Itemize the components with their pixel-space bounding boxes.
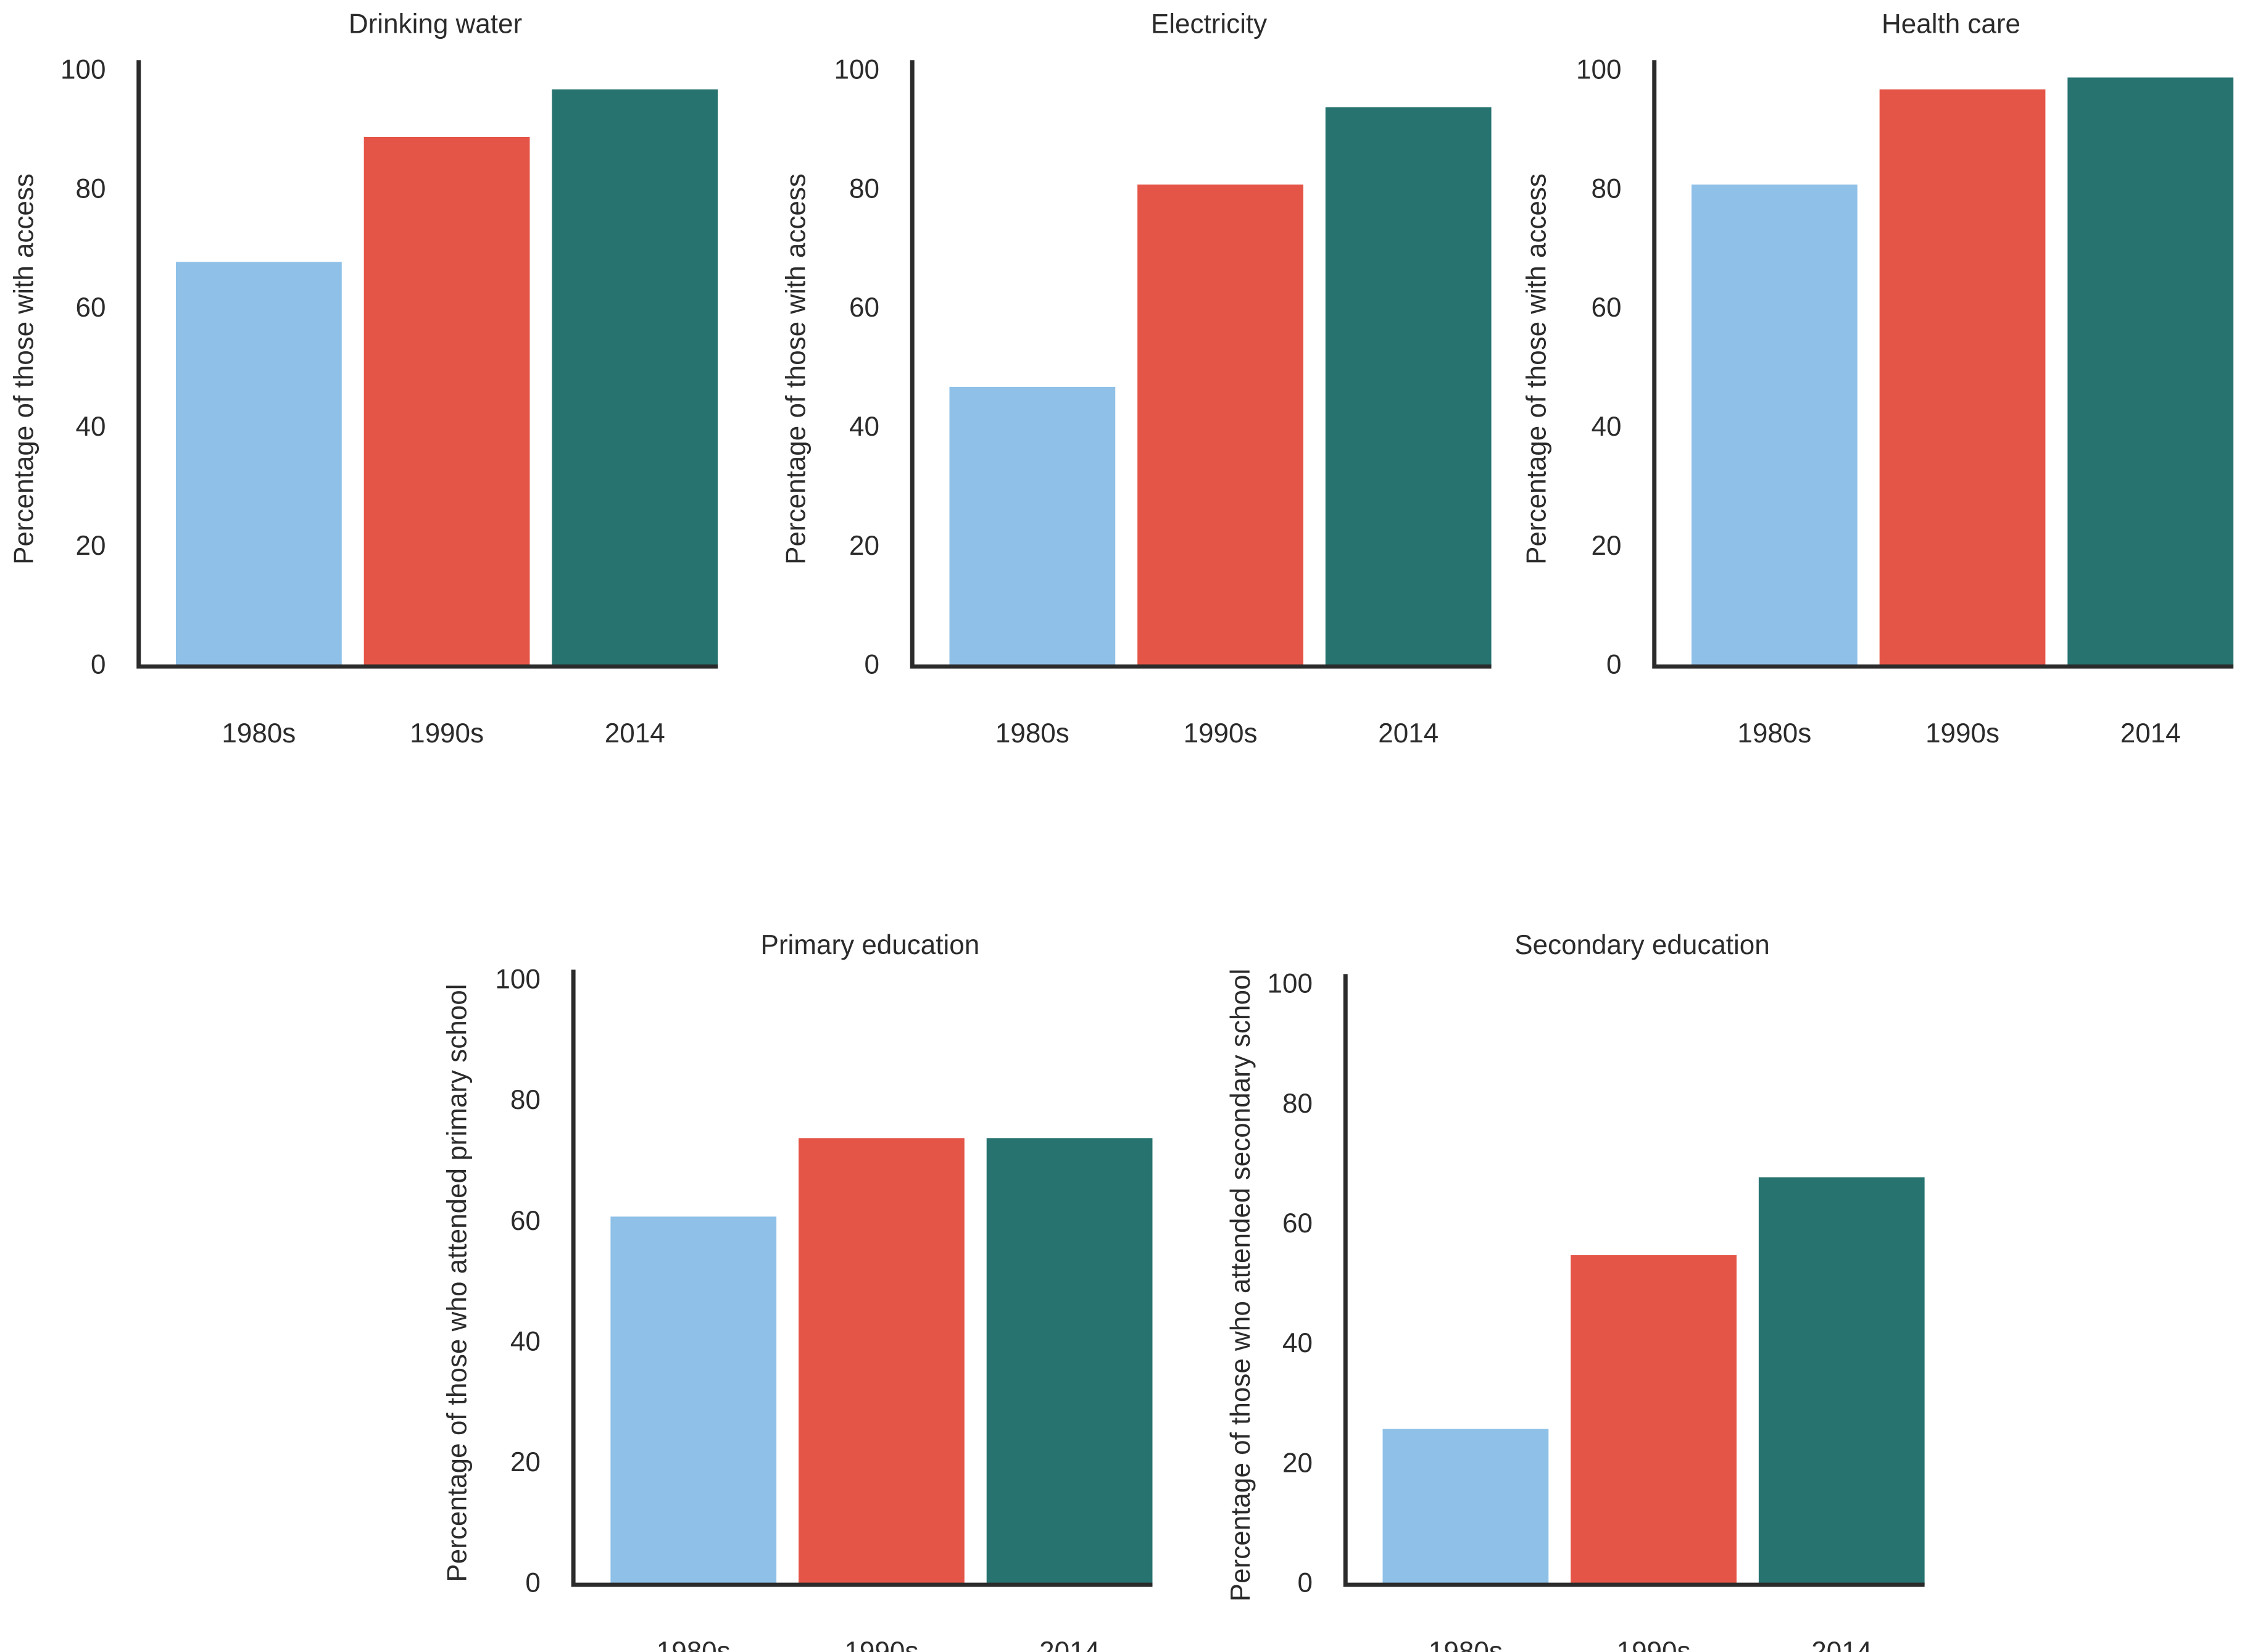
chart-title: Drinking water: [349, 9, 522, 39]
bar: [1382, 1429, 1549, 1585]
y-tick-label: 60: [849, 293, 879, 323]
axis-line: [571, 969, 1153, 1587]
y-tick-label: 0: [1606, 650, 1621, 680]
y-tick-label: 100: [1268, 969, 1313, 999]
y-axis-label: Percentage of those who attended primary…: [442, 984, 472, 1582]
axis-line: [910, 60, 1492, 669]
y-tick-label: 100: [495, 965, 540, 995]
bar: [1137, 185, 1303, 667]
x-tick-label: 1980s: [1737, 718, 1811, 749]
y-tick-label: 40: [1282, 1328, 1313, 1358]
chart-title: Secondary education: [1514, 930, 1769, 960]
y-tick-label: 100: [834, 55, 879, 85]
y-tick-label: 100: [1576, 55, 1621, 85]
y-tick-label: 0: [864, 650, 879, 680]
x-tick-label: 2014: [605, 718, 665, 749]
bar: [1758, 1177, 1925, 1585]
y-tick-label: 20: [1282, 1448, 1313, 1478]
y-axis-label: Percentage of those with access: [1522, 173, 1552, 565]
x-tick-label: 2014: [1378, 718, 1439, 749]
y-tick-label: 0: [1297, 1568, 1312, 1598]
bar: [1691, 185, 1858, 667]
x-tick-label: 1980s: [657, 1637, 731, 1652]
chart-title: Primary education: [761, 930, 980, 960]
y-tick-label: 80: [1282, 1089, 1313, 1119]
y-tick-label: 60: [1591, 293, 1621, 323]
bar: [986, 1138, 1153, 1585]
y-tick-label: 60: [1282, 1208, 1313, 1239]
x-tick-label: 1980s: [222, 718, 296, 749]
chart-title: Health care: [1882, 9, 2020, 39]
x-tick-label: 2014: [1039, 1637, 1100, 1652]
y-tick-label: 80: [849, 173, 879, 204]
bar-chart-panel: Secondary education Percentage of those w…: [1226, 930, 1925, 1652]
x-tick-label: 1990s: [844, 1637, 918, 1652]
y-tick-label: 60: [75, 293, 106, 323]
y-axis-label: Percentage of those with access: [9, 173, 39, 565]
bar: [799, 1138, 965, 1585]
bar: [1571, 1255, 1737, 1585]
bar: [552, 89, 718, 667]
axis-line: [136, 60, 718, 669]
bar: [1325, 107, 1492, 667]
y-tick-label: 20: [510, 1447, 541, 1477]
x-tick-label: 2014: [1811, 1637, 1872, 1652]
y-tick-label: 80: [75, 173, 106, 204]
chart-title: Electricity: [1151, 9, 1267, 39]
bar-chart-panel: Primary education Percentage of those who…: [442, 930, 1153, 1652]
axis-line: [1652, 60, 2234, 669]
x-tick-label: 1980s: [1429, 1637, 1503, 1652]
x-tick-label: 1990s: [1617, 1637, 1691, 1652]
bar: [2067, 77, 2234, 667]
bar-chart-panel: Electricity Percentage of those with acce…: [781, 9, 1492, 749]
y-tick-label: 40: [510, 1326, 541, 1356]
y-tick-label: 0: [525, 1568, 540, 1598]
x-tick-label: 2014: [2120, 718, 2181, 749]
y-tick-label: 80: [510, 1085, 541, 1115]
y-tick-label: 100: [60, 55, 106, 85]
bar: [1879, 89, 2046, 667]
y-tick-label: 40: [849, 412, 879, 442]
x-tick-label: 1990s: [410, 718, 484, 749]
y-tick-label: 20: [1591, 531, 1621, 561]
bar-chart-panel: Drinking water Percentage of those with a…: [9, 9, 718, 749]
y-tick-label: 20: [75, 531, 106, 561]
bar: [610, 1216, 777, 1585]
y-axis-label: Percentage of those with access: [781, 173, 811, 565]
y-axis-label: Percentage of those who attended seconda…: [1226, 969, 1256, 1601]
bar-chart-panel: Health care Percentage of those with acce…: [1522, 9, 2234, 749]
x-tick-label: 1990s: [1184, 718, 1258, 749]
x-tick-label: 1990s: [1925, 718, 1999, 749]
y-tick-label: 40: [1591, 412, 1621, 442]
y-tick-label: 80: [1591, 173, 1621, 204]
y-tick-label: 0: [91, 650, 106, 680]
y-tick-label: 60: [510, 1206, 541, 1236]
axis-line: [1343, 974, 1925, 1587]
bar: [363, 136, 530, 667]
y-tick-label: 20: [849, 531, 879, 561]
y-tick-label: 40: [75, 412, 106, 442]
bar: [949, 386, 1116, 667]
bar: [175, 262, 342, 667]
x-tick-label: 1980s: [995, 718, 1069, 749]
